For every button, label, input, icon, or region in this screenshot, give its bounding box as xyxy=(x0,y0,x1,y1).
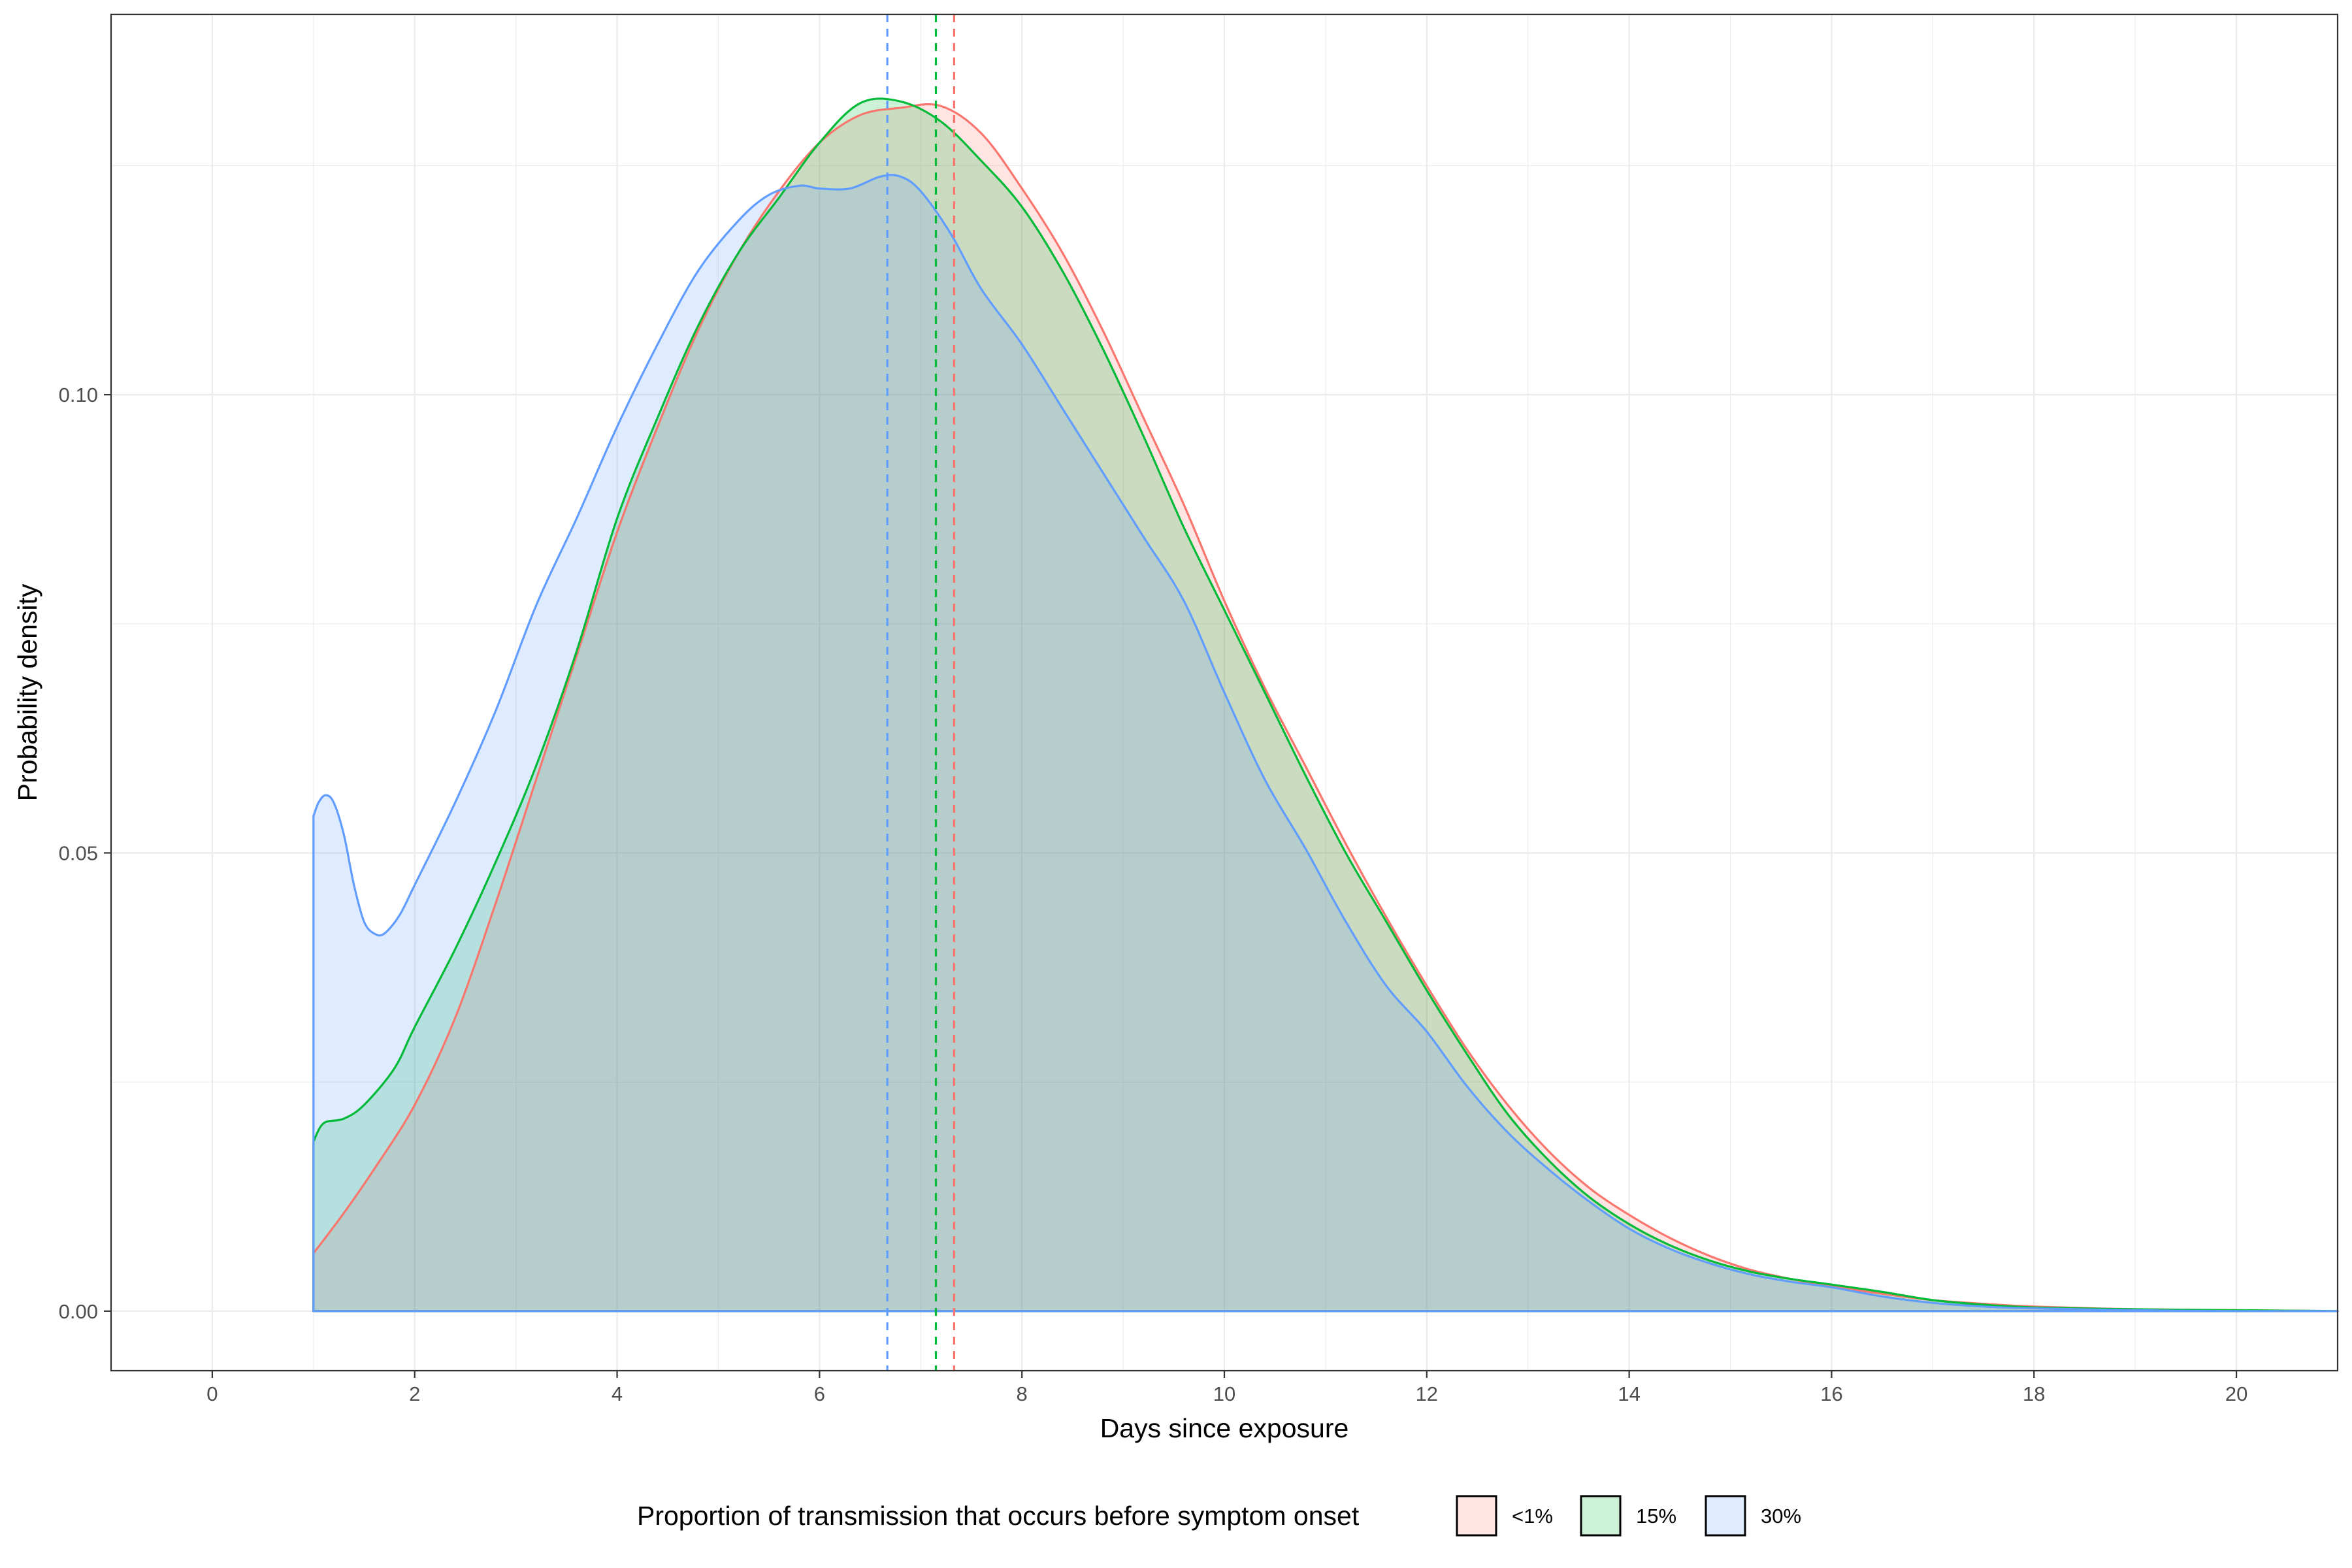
legend-label-series-3: 30% xyxy=(1761,1505,1801,1527)
legend-key-background xyxy=(1705,1495,1746,1537)
legend-key-series-1 xyxy=(1456,1495,1497,1537)
legend-label-series-2: 15% xyxy=(1636,1505,1676,1527)
y-axis: 0.00 0.05 0.10 xyxy=(59,384,111,1323)
legend-key-series-3 xyxy=(1705,1495,1746,1537)
y-tick-label: 0.10 xyxy=(59,384,98,406)
legend-label-series-1: <1% xyxy=(1512,1505,1553,1527)
density-area-series-2 xyxy=(313,98,2338,1311)
x-tick-label: 8 xyxy=(1017,1382,1028,1405)
y-tick-label: 0.05 xyxy=(59,841,98,864)
x-axis: 0 2 4 6 8 10 12 14 16 18 20 xyxy=(206,1371,2247,1405)
x-tick-label: 4 xyxy=(612,1382,623,1405)
legend-title: Proportion of transmission that occurs b… xyxy=(637,1501,1360,1531)
density-lines xyxy=(312,97,2339,1313)
x-tick-label: 2 xyxy=(409,1382,420,1405)
gridlines xyxy=(110,14,2338,1371)
x-tick-label: 16 xyxy=(1820,1382,1842,1405)
x-tick-label: 20 xyxy=(2225,1382,2247,1405)
x-tick-label: 0 xyxy=(206,1382,218,1405)
x-tick-label: 6 xyxy=(814,1382,825,1405)
legend-key-background xyxy=(1580,1495,1622,1537)
density-line-series-2 xyxy=(312,97,2339,1313)
density-area-series-3 xyxy=(313,174,2338,1311)
density-area-series-1 xyxy=(313,104,2338,1311)
legend: Proportion of transmission that occurs b… xyxy=(637,1495,1801,1537)
x-tick-label: 14 xyxy=(1618,1382,1640,1405)
legend-key-series-2 xyxy=(1580,1495,1622,1537)
x-axis-title: Days since exposure xyxy=(1100,1413,1349,1443)
y-tick-label: 0.00 xyxy=(59,1300,98,1323)
density-areas xyxy=(313,98,2338,1311)
legend-key-background xyxy=(1456,1495,1497,1537)
mean-lines xyxy=(886,14,955,1371)
density-line-series-3 xyxy=(312,174,2339,1313)
x-tick-label: 12 xyxy=(1416,1382,1438,1405)
x-tick-label: 10 xyxy=(1213,1382,1235,1405)
x-tick-label: 18 xyxy=(2023,1382,2045,1405)
y-axis-title: Probability density xyxy=(12,583,42,801)
